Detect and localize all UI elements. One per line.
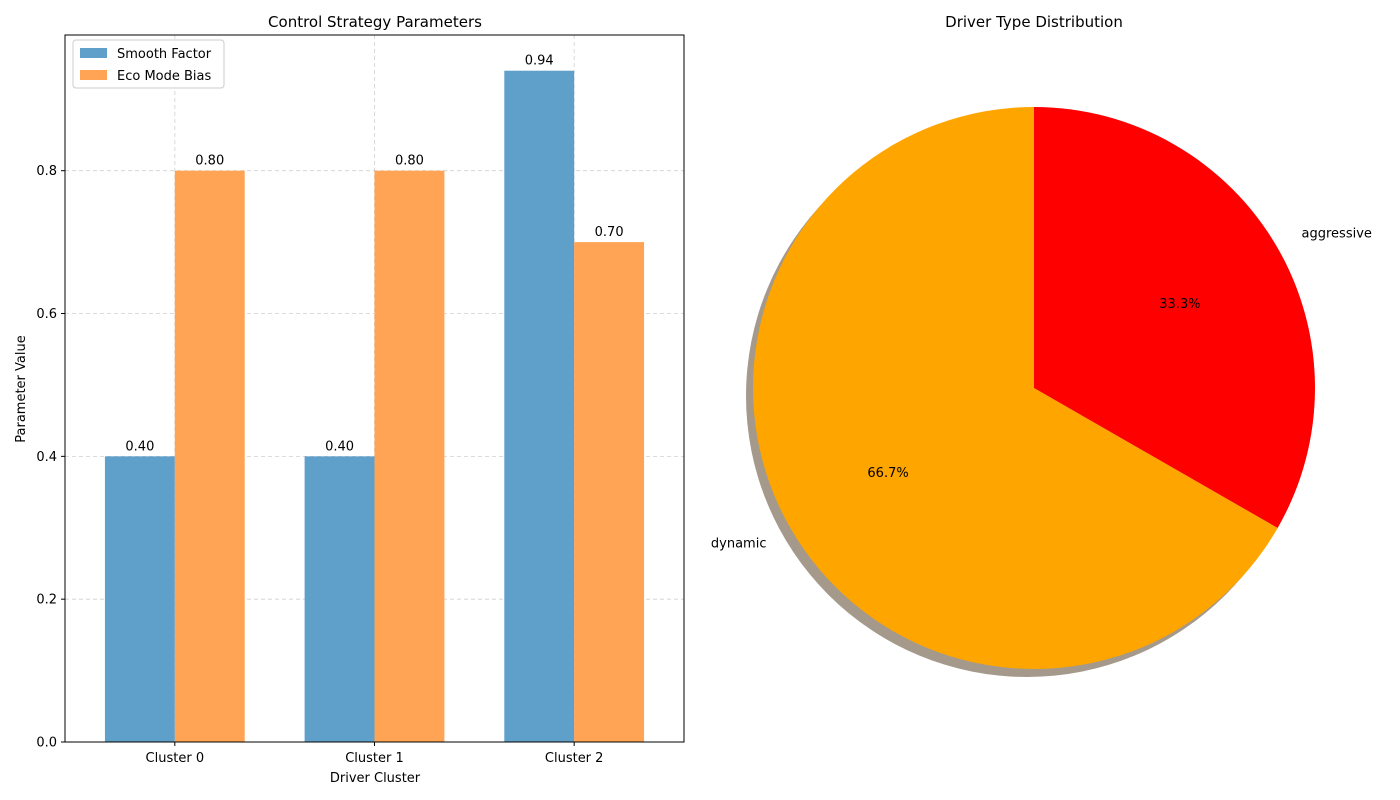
bar-smooth-factor-cluster-2 [504,70,575,742]
pie-slice-aggressive [1034,107,1315,528]
legend-box [72,39,225,89]
bar-y-ticks: 0.0 0.2 0.4 0.6 0.8 [36,164,65,751]
bar-smooth-factor-cluster-1 [304,456,375,742]
pie-slices [753,107,1315,669]
pie-labels: 33.3% aggressive 66.7% dynamic [711,227,1372,552]
bar-y-axis-label: Parameter Value [14,335,29,442]
legend-label-smooth-factor: Smooth Factor [117,47,212,62]
pie-slice-dynamic [753,107,1278,669]
pie-pct-label-dynamic: 66.7% [867,466,908,481]
x-tick-label-cluster-2: Cluster 2 [545,751,604,766]
bar-eco-mode-bias-cluster-2 [574,242,645,742]
x-tick-label-cluster-0: Cluster 0 [146,751,205,766]
bar-eco-mode-bias-cluster-1 [374,170,445,742]
bar-smooth-factor-cluster-0 [104,456,175,742]
y-tick-label: 0.8 [36,164,57,179]
data-label-eco-mode-bias: 0.70 [595,225,624,240]
data-label-smooth-factor: 0.40 [125,439,154,454]
bar-data-labels: 0.40 0.40 0.94 0.80 0.80 0.70 [125,54,623,455]
pie-chart: Driver Type Distribution 33.3% aggressive… [711,13,1372,677]
data-label-eco-mode-bias: 0.80 [395,154,424,169]
pie-chart-title: Driver Type Distribution [945,13,1123,31]
x-tick-label-cluster-1: Cluster 1 [345,751,404,766]
pie-pct-label-aggressive: 33.3% [1159,297,1200,312]
pie-label-aggressive: aggressive [1302,227,1372,242]
bar-legend: Smooth Factor Eco Mode Bias [72,39,225,89]
legend-swatch-smooth-factor [80,48,107,58]
data-label-eco-mode-bias: 0.80 [195,154,224,169]
bar-chart-title: Control Strategy Parameters [268,13,482,31]
y-tick-label: 0.4 [36,450,57,465]
bar-x-ticks: Cluster 0 Cluster 1 Cluster 2 [146,742,604,766]
y-tick-label: 0.6 [36,307,57,322]
data-label-smooth-factor: 0.40 [325,439,354,454]
legend-label-eco-mode-bias: Eco Mode Bias [117,69,211,84]
data-label-smooth-factor: 0.94 [525,54,554,69]
bar-chart: Control Strategy Parameters 0.40 0.40 0.94… [14,13,685,786]
pie-label-dynamic: dynamic [711,536,767,551]
bar-x-axis-label: Driver Cluster [330,771,421,786]
bar-eco-mode-bias-cluster-0 [174,170,245,742]
y-tick-label: 0.0 [36,736,57,751]
legend-swatch-eco-mode-bias [80,70,107,80]
y-tick-label: 0.2 [36,593,57,608]
bar-series [104,70,645,742]
